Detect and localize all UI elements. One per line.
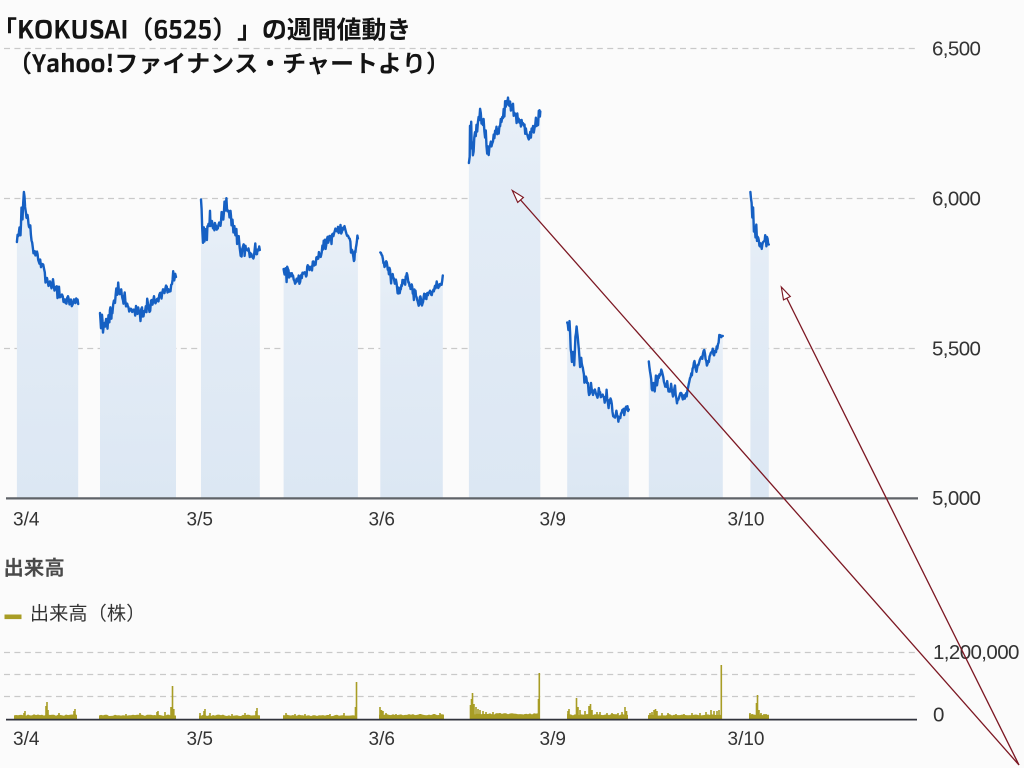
svg-text:3/9: 3/9 — [540, 729, 566, 750]
svg-text:3/5: 3/5 — [187, 729, 213, 750]
svg-text:5,000: 5,000 — [932, 487, 980, 510]
svg-text:3/6: 3/6 — [369, 510, 395, 531]
svg-text:3/4: 3/4 — [13, 729, 40, 750]
svg-text:6,500: 6,500 — [932, 38, 980, 61]
svg-text:3/4: 3/4 — [13, 510, 40, 531]
svg-text:3/6: 3/6 — [369, 729, 395, 750]
svg-text:3/10: 3/10 — [728, 729, 765, 750]
svg-text:1,200,000: 1,200,000 — [933, 641, 1019, 664]
svg-text:6,000: 6,000 — [932, 188, 980, 211]
svg-text:0: 0 — [933, 704, 944, 727]
svg-text:3/10: 3/10 — [728, 510, 765, 531]
svg-text:3/5: 3/5 — [187, 510, 213, 531]
svg-text:5,500: 5,500 — [932, 338, 980, 361]
svg-text:3/9: 3/9 — [540, 510, 566, 531]
